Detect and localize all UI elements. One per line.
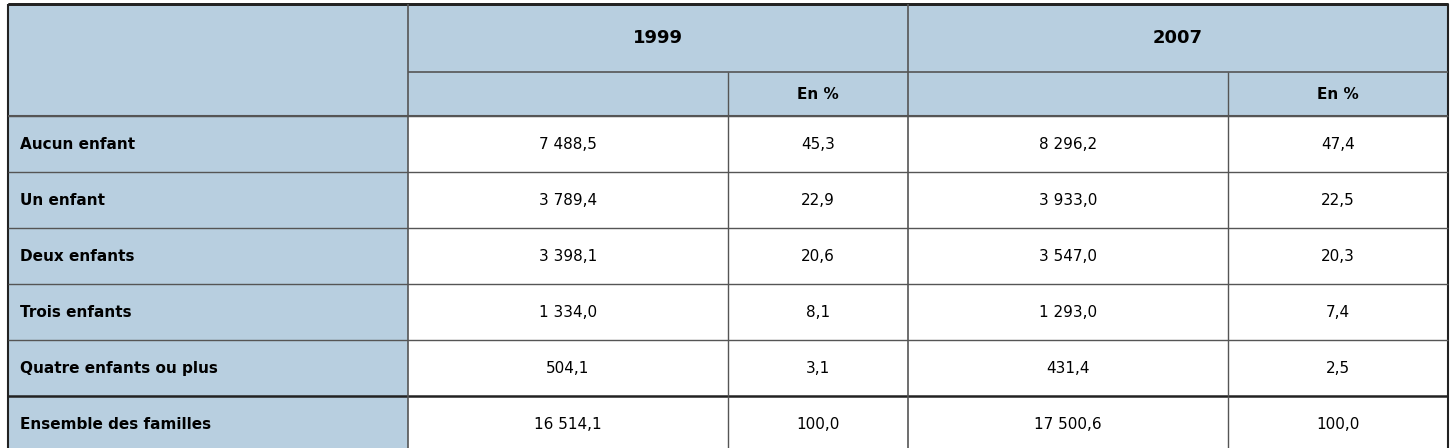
Bar <box>408 284 1449 340</box>
Text: 1999: 1999 <box>634 29 683 47</box>
Text: 17 500,6: 17 500,6 <box>1035 417 1101 431</box>
Text: 2,5: 2,5 <box>1327 361 1350 375</box>
Text: Un enfant: Un enfant <box>20 193 105 207</box>
Text: 20,3: 20,3 <box>1321 249 1356 263</box>
Text: 100,0: 100,0 <box>1316 417 1360 431</box>
Text: 45,3: 45,3 <box>801 137 835 151</box>
Text: 20,6: 20,6 <box>801 249 835 263</box>
Text: 2007: 2007 <box>1154 29 1203 47</box>
Text: 47,4: 47,4 <box>1321 137 1354 151</box>
Text: 3 398,1: 3 398,1 <box>539 249 597 263</box>
Text: 3 789,4: 3 789,4 <box>539 193 597 207</box>
Text: 3 933,0: 3 933,0 <box>1039 193 1097 207</box>
Bar <box>9 284 408 340</box>
Text: 8 296,2: 8 296,2 <box>1039 137 1097 151</box>
Text: En %: En % <box>1316 86 1359 102</box>
Bar <box>9 116 408 172</box>
Text: 431,4: 431,4 <box>1046 361 1090 375</box>
Bar <box>9 4 1449 72</box>
Text: 16 514,1: 16 514,1 <box>535 417 602 431</box>
Text: 22,9: 22,9 <box>801 193 835 207</box>
Text: 3 547,0: 3 547,0 <box>1039 249 1097 263</box>
Text: En %: En % <box>798 86 838 102</box>
Text: Deux enfants: Deux enfants <box>20 249 135 263</box>
Text: 7 488,5: 7 488,5 <box>539 137 597 151</box>
Text: Trois enfants: Trois enfants <box>20 305 132 319</box>
Bar <box>9 72 1449 116</box>
Text: 22,5: 22,5 <box>1321 193 1354 207</box>
Bar <box>408 396 1449 448</box>
Text: Ensemble des familles: Ensemble des familles <box>20 417 211 431</box>
Bar <box>408 172 1449 228</box>
Text: 1 334,0: 1 334,0 <box>539 305 597 319</box>
Text: 1 293,0: 1 293,0 <box>1039 305 1097 319</box>
Bar <box>9 172 408 228</box>
Bar <box>9 340 408 396</box>
Bar <box>9 396 408 448</box>
Bar <box>408 340 1449 396</box>
Text: Aucun enfant: Aucun enfant <box>20 137 135 151</box>
Text: 8,1: 8,1 <box>806 305 830 319</box>
Bar <box>9 228 408 284</box>
Bar <box>408 116 1449 172</box>
Bar <box>408 228 1449 284</box>
Text: 3,1: 3,1 <box>806 361 830 375</box>
Text: 504,1: 504,1 <box>546 361 590 375</box>
Text: 100,0: 100,0 <box>796 417 840 431</box>
Text: 7,4: 7,4 <box>1327 305 1350 319</box>
Text: Quatre enfants ou plus: Quatre enfants ou plus <box>20 361 218 375</box>
